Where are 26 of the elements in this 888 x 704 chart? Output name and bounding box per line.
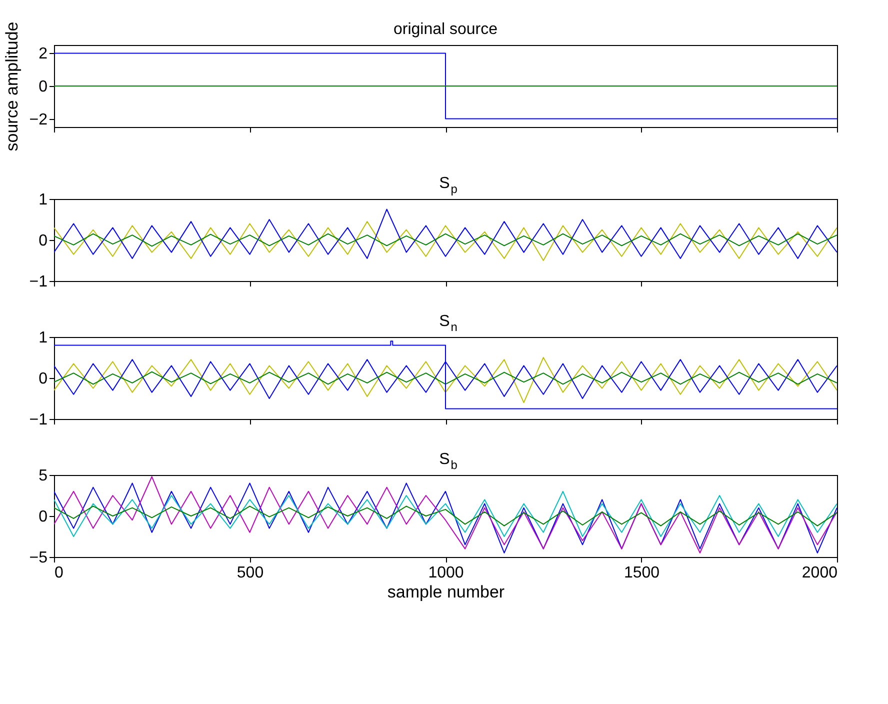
y-tick-label: 0 [38,232,48,250]
y-tick-label: 5 [38,468,48,484]
x-tick-label: 0 [54,564,64,582]
line-series [54,371,837,385]
y-tick-label: −1 [29,274,48,290]
line-series [54,490,837,537]
y-tick-label: −2 [29,111,48,128]
x-tick-label: 2000 [802,564,838,582]
x-tick-label: 1500 [624,564,660,582]
y-tick-label: 0 [38,508,48,526]
line-series [54,506,837,526]
line-series [54,221,837,261]
x-tick-label: 1000 [428,564,464,582]
y-tick-label: 0 [38,78,48,96]
x-tick-label: 500 [236,564,264,582]
y-tick-label: 1 [38,330,48,346]
x-axis-title: sample number [387,582,505,602]
y-tick-label: −5 [29,550,48,566]
y-tick-label: 1 [38,192,48,208]
chart-title: original source [393,21,498,38]
line-series [54,208,837,259]
line-series [54,233,837,247]
y-tick-label: 0 [38,370,48,388]
y-tick-label: −1 [29,412,48,428]
y-axis-title: source amplitude [2,22,22,152]
y-tick-label: 2 [38,46,48,63]
